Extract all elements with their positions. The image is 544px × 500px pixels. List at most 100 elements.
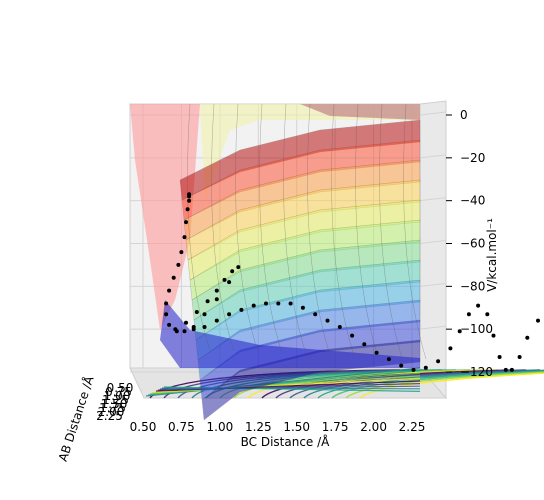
trajectory-point (184, 220, 188, 225)
right-pane (419, 100, 447, 400)
y-tick-label: 1.25 (102, 393, 129, 407)
x-axis-ticks: 0.50 0.75 1.00 1.25 1.50 1.75 2.00 2.25 (130, 420, 426, 434)
trajectory-point (374, 350, 379, 355)
trajectory-point (185, 207, 190, 212)
trajectory-point (214, 297, 219, 302)
trajectory-point (176, 262, 181, 267)
trajectory-point (227, 280, 232, 285)
z-tick-label: 0 (460, 108, 468, 122)
x-tick-label: 1.25 (245, 420, 272, 434)
trajectory-point (313, 312, 318, 317)
trajectory-point (205, 299, 210, 304)
trajectory-point (423, 365, 428, 370)
y-axis-ticks: 0.500.751.001.251.501.752.002.25 (96, 381, 133, 423)
y-tick-label: 1.00 (104, 389, 131, 403)
trajectory-point (202, 312, 207, 317)
trajectory-point (325, 318, 330, 323)
trajectory-point (509, 367, 514, 372)
trajectory-point (214, 288, 219, 293)
z-axis-ticks: 0 −20 −40 −60 −80 −100 −120 (446, 108, 493, 379)
x-tick-label: 0.75 (168, 420, 195, 434)
trajectory-point (485, 312, 490, 317)
y-tick-label: 0.50 (107, 381, 134, 395)
grid-line (419, 197, 447, 202)
trajectory-point (187, 198, 192, 203)
trajectory-point (222, 277, 227, 282)
surface-band (130, 104, 200, 330)
trajectory-point (194, 310, 199, 314)
z-tick-label: −100 (460, 322, 493, 336)
trajectory-point (491, 333, 496, 338)
trajectory-point (174, 329, 179, 334)
trajectory (164, 192, 540, 372)
trajectory-point (497, 355, 502, 359)
trajectory-point (202, 325, 207, 329)
trajectory-point (411, 367, 416, 372)
x-tick-label: 0.50 (130, 420, 157, 434)
trajectory-point (251, 303, 256, 308)
trajectory-point (167, 322, 172, 327)
grid-line (419, 154, 447, 159)
trajectory-point (182, 329, 187, 334)
x-tick-label: 1.75 (322, 420, 349, 434)
z-axis-label: V/kcal.mol⁻¹ (485, 218, 499, 292)
trajectory-point (227, 312, 232, 317)
surface-band (160, 300, 420, 368)
trajectory-point (362, 342, 367, 347)
x-tick-label: 2.00 (360, 420, 387, 434)
x-tick-label: 1.50 (283, 420, 310, 434)
trajectory-point (436, 359, 441, 364)
trajectory-point (171, 275, 176, 280)
y-tick-label: 0.75 (105, 385, 132, 399)
trajectory-point (300, 305, 305, 310)
grid-line (419, 325, 447, 330)
trajectory-point (184, 320, 188, 325)
trajectory-point (167, 288, 172, 293)
trajectory-point (457, 329, 462, 334)
trajectory-point (179, 250, 184, 255)
y-tick-label: 1.75 (99, 401, 126, 415)
trajectory-point (337, 325, 342, 329)
trajectory-point (239, 307, 244, 312)
wireframe-line (403, 103, 427, 360)
z-tick-label: −40 (460, 194, 485, 208)
potential-surface (130, 103, 427, 421)
trajectory-point (476, 303, 481, 308)
trajectory-point (214, 318, 219, 323)
grid-line (419, 282, 447, 287)
y-axis-label: AB Distance /Å (55, 373, 97, 463)
wireframe-line (307, 103, 331, 356)
trajectory-point (466, 312, 471, 317)
wireframe-line (259, 103, 283, 354)
wireframe-line (331, 103, 355, 357)
trajectory-point (399, 363, 404, 368)
grid-line (419, 111, 447, 116)
trajectory-point (448, 346, 453, 351)
contour-line (317, 370, 544, 399)
trajectory-point (276, 301, 281, 306)
trajectory-point (236, 265, 241, 270)
z-tick-label: −80 (460, 279, 485, 293)
x-axis-label: BC Distance /Å (241, 434, 331, 449)
grid-line (419, 240, 447, 244)
contour-line (289, 369, 541, 399)
trajectory-point (191, 325, 196, 329)
x-tick-label: 2.25 (399, 420, 426, 434)
z-tick-label: −120 (460, 365, 493, 379)
trajectory-point (386, 357, 391, 362)
trajectory-point (164, 301, 169, 306)
x-tick-label: 1.00 (207, 420, 234, 434)
y-tick-label: 2.25 (96, 409, 123, 423)
trajectory-point (517, 355, 522, 359)
trajectory-point (164, 312, 169, 317)
y-tick-label: 2.00 (98, 405, 125, 419)
contour-line (359, 372, 544, 399)
trajectory-point (230, 269, 235, 274)
wireframe-line (379, 103, 403, 359)
z-tick-label: −60 (460, 237, 485, 251)
wireframe-line (283, 103, 307, 355)
trajectory-point (182, 235, 187, 240)
z-tick-label: −20 (460, 151, 485, 165)
trajectory-point (503, 367, 508, 372)
